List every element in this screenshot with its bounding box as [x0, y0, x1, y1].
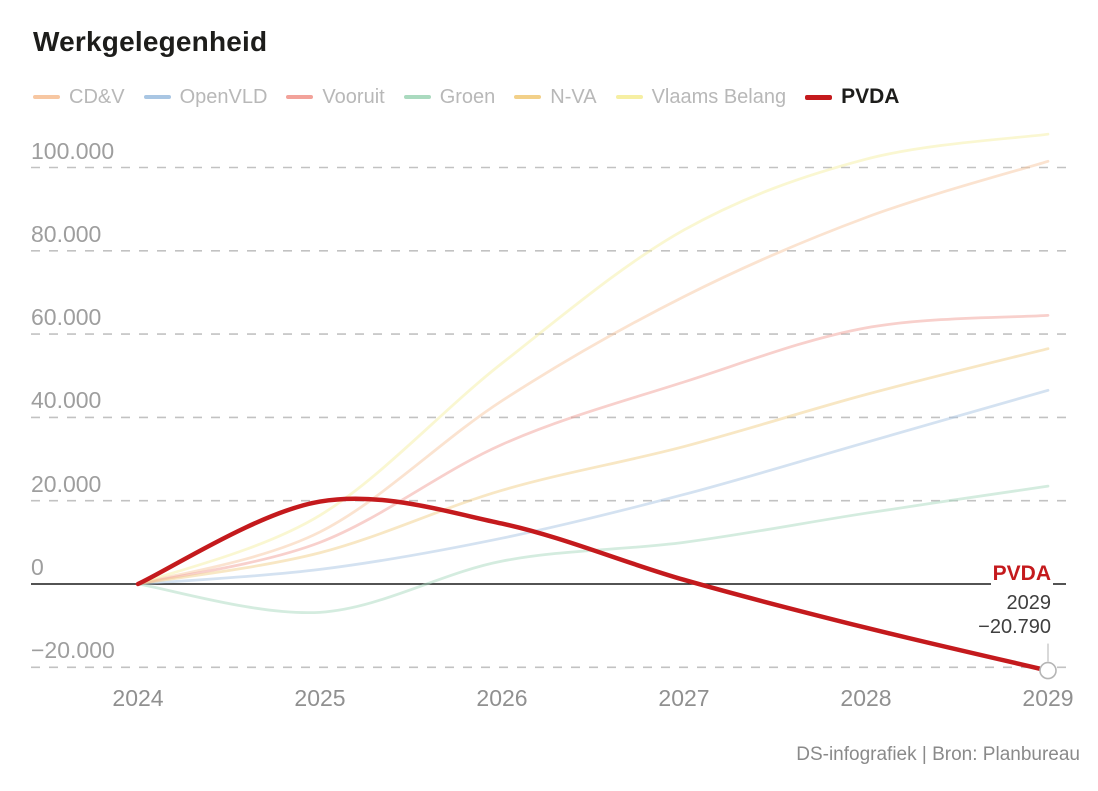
y-axis-tick: 100.000 — [31, 137, 115, 164]
legend-label: CD&V — [69, 85, 125, 108]
legend-swatch-icon — [805, 94, 833, 100]
series-line-vlaamsbelang — [136, 132, 1050, 586]
series-line-vooruit — [136, 313, 1050, 586]
legend-label: OpenVLD — [179, 85, 268, 108]
legend-swatch-icon — [286, 95, 314, 99]
x-axis-tick: 2029 — [1022, 685, 1074, 711]
x-axis-tick: 2026 — [476, 685, 528, 711]
legend-label: Vooruit — [322, 85, 385, 108]
y-axis-tick: 0 — [31, 554, 44, 580]
legend-item-groen: Groen — [403, 85, 496, 109]
y-axis-tick: −20.000 — [31, 637, 115, 664]
legend-item-vooruit: Vooruit — [286, 85, 385, 109]
x-axis-tick: 2024 — [112, 685, 164, 711]
legend-item-openvld: OpenVLD — [143, 85, 268, 109]
source-credit: DS-infografiek | Bron: Planbureau — [796, 744, 1080, 765]
legend-label: PVDA — [841, 85, 900, 108]
series-line-openvld — [136, 388, 1050, 586]
legend-swatch-icon — [33, 95, 60, 99]
chart-legend: CD&V OpenVLD Vooruit Groen N-VA Vlaams Belang… — [33, 85, 899, 109]
endpoint-marker — [1039, 661, 1057, 680]
y-axis-tick: 20.000 — [31, 470, 102, 497]
x-axis-tick: 2025 — [294, 685, 346, 711]
legend-item-pvda: PVDA — [805, 85, 899, 109]
x-axis-tick: 2028 — [840, 685, 892, 711]
legend-item-vlaamsbelang: Vlaams Belang — [615, 85, 787, 109]
series-line-pvda — [135, 496, 1051, 673]
legend-swatch-icon — [615, 95, 643, 99]
x-axis-tick: 2027 — [658, 685, 710, 711]
endpoint-year-label: 2029 — [1004, 592, 1053, 614]
endpoint-value-label: −20.790 — [976, 616, 1053, 638]
series-line-cdv — [136, 159, 1050, 586]
legend-swatch-icon — [143, 95, 171, 99]
y-axis-tick: 40.000 — [31, 387, 102, 414]
legend-item-cdv: CD&V — [33, 86, 125, 109]
y-axis-tick: 80.000 — [31, 220, 102, 247]
legend-swatch-icon — [514, 95, 542, 99]
legend-label: Vlaams Belang — [651, 85, 787, 108]
legend-label: N-VA — [550, 85, 597, 108]
endpoint-series-label: PVDA — [990, 562, 1053, 585]
y-axis-tick: 60.000 — [31, 304, 102, 331]
legend-label: Groen — [439, 85, 496, 108]
series-line-nva — [136, 347, 1050, 586]
page-title: Werkgelegenheid — [33, 26, 268, 57]
legend-item-nva: N-VA — [514, 85, 597, 109]
legend-swatch-icon — [403, 95, 431, 99]
